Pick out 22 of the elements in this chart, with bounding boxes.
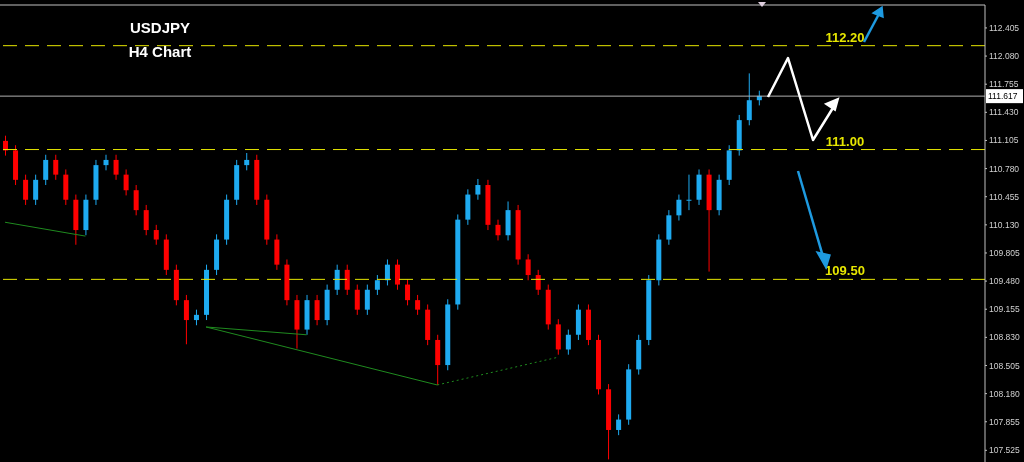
y-tick-label: 111.755: [989, 79, 1019, 90]
y-tick-label: 109.805: [989, 247, 1020, 258]
text: H4 Chart: [127, 42, 193, 62]
y-tick-label: 110.455: [989, 191, 1020, 202]
y-tick-label: 109.155: [989, 304, 1020, 315]
y-tick-label: 108.830: [989, 332, 1020, 343]
y-tick-label: 110.130: [989, 219, 1020, 230]
y-tick-label: 111.430: [989, 107, 1019, 118]
ref-line-label: 112.20: [825, 29, 865, 45]
y-tick-label: 110.780: [989, 163, 1020, 174]
ref-line-label: 109.50: [825, 263, 865, 279]
y-tick-label: 108.180: [989, 388, 1020, 399]
text: USDJPY: [129, 18, 191, 38]
y-tick-label: 112.080: [989, 51, 1020, 62]
y-tick-label: 107.525: [989, 445, 1020, 456]
y-tick-label: 107.855: [989, 416, 1020, 427]
y-tick-label: 108.505: [989, 360, 1020, 371]
y-tick-label: 111.105: [989, 135, 1019, 146]
y-tick-label: 109.480: [989, 276, 1020, 287]
ref-line-label: 111.617: [988, 91, 1018, 102]
ref-line-label: 111.00: [825, 133, 865, 149]
y-tick-label: 112.405: [989, 22, 1020, 33]
